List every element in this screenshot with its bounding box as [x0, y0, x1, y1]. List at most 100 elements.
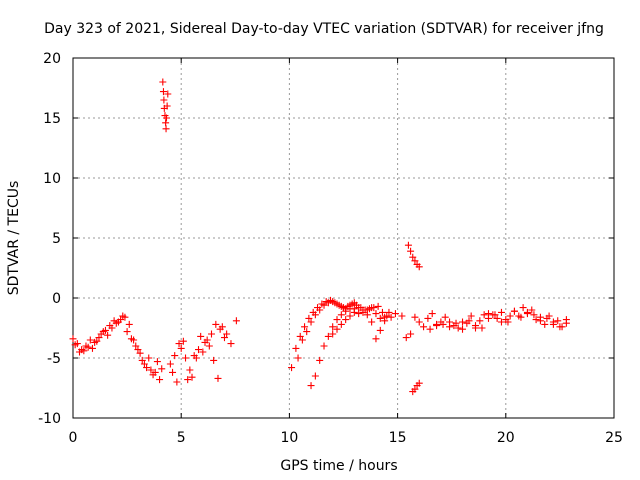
data-point [232, 317, 240, 325]
data-point [532, 316, 540, 324]
data-point [104, 331, 112, 339]
data-point [441, 313, 449, 321]
data-point [69, 335, 77, 343]
data-point [212, 320, 220, 328]
data-point [223, 330, 231, 338]
data-point [484, 314, 492, 322]
data-point [159, 78, 167, 86]
data-point [95, 334, 103, 342]
x-axis-label: GPS time / hours [280, 458, 397, 474]
x-tick-label: 10 [280, 430, 298, 446]
data-point [381, 313, 389, 321]
data-point [536, 317, 544, 325]
data-point [305, 314, 313, 322]
data-point [411, 257, 419, 265]
data-point [342, 316, 350, 324]
data-point [158, 365, 166, 373]
chart-title: Day 323 of 2021, Sidereal Day-to-day VTE… [44, 21, 604, 37]
data-point [387, 313, 395, 321]
data-point [333, 325, 341, 333]
data-point [84, 343, 92, 351]
data-point [320, 342, 328, 350]
data-point [376, 326, 384, 334]
data-point [480, 311, 488, 319]
data-point [316, 306, 324, 314]
data-point [169, 368, 177, 376]
data-point [119, 312, 127, 320]
y-tick-label: -10 [38, 411, 61, 427]
data-point [173, 378, 181, 386]
data-point [214, 374, 222, 382]
data-point [164, 90, 172, 98]
data-point [385, 308, 393, 316]
data-point [216, 325, 224, 333]
data-point [554, 317, 562, 325]
data-point [199, 348, 207, 356]
data-point [528, 306, 536, 314]
data-point [337, 311, 345, 319]
data-point [316, 356, 324, 364]
data-point [478, 324, 486, 332]
data-point [519, 304, 527, 312]
data-point [186, 366, 194, 374]
data-point [147, 366, 155, 374]
data-point [415, 318, 423, 326]
data-point [363, 311, 371, 319]
data-point [459, 318, 467, 326]
data-point [337, 320, 345, 328]
data-point [149, 371, 157, 379]
data-point [439, 320, 447, 328]
data-point [543, 314, 551, 322]
data-point [420, 323, 428, 331]
data-point [163, 102, 171, 110]
grid-layer [73, 58, 614, 418]
data-point [88, 344, 96, 352]
data-point [407, 247, 415, 255]
data-point [467, 312, 475, 320]
data-point [125, 320, 133, 328]
data-point [162, 125, 170, 133]
data-point [71, 341, 79, 349]
series-group [69, 78, 570, 396]
data-point [391, 310, 399, 318]
data-point [156, 376, 164, 384]
data-series [69, 78, 570, 396]
data-point [497, 318, 505, 326]
data-point [110, 317, 118, 325]
data-point [333, 300, 341, 308]
data-point [372, 335, 380, 343]
data-point [465, 317, 473, 325]
data-point [101, 326, 109, 334]
data-point [136, 349, 144, 357]
data-point [307, 318, 315, 326]
data-point [549, 318, 557, 326]
data-point [190, 352, 198, 360]
data-point [162, 119, 170, 127]
data-point [179, 337, 187, 345]
data-point [506, 312, 514, 320]
data-point [411, 385, 419, 393]
data-point [359, 306, 367, 314]
data-point [160, 96, 168, 104]
data-point [333, 316, 341, 324]
data-point [415, 263, 423, 271]
data-point [75, 348, 83, 356]
data-point [342, 307, 350, 315]
data-point [378, 308, 386, 316]
data-point [205, 342, 213, 350]
data-point [197, 332, 205, 340]
data-point [324, 299, 332, 307]
data-point [298, 336, 306, 344]
data-point [350, 299, 358, 307]
data-point [355, 310, 363, 318]
data-point [182, 354, 190, 362]
data-point [127, 335, 135, 343]
data-point [177, 344, 185, 352]
x-tick-label: 5 [177, 430, 186, 446]
data-point [159, 88, 167, 96]
data-point [407, 330, 415, 338]
data-point [556, 323, 564, 331]
data-point [207, 330, 215, 338]
data-point [355, 304, 363, 312]
data-point [175, 340, 183, 348]
